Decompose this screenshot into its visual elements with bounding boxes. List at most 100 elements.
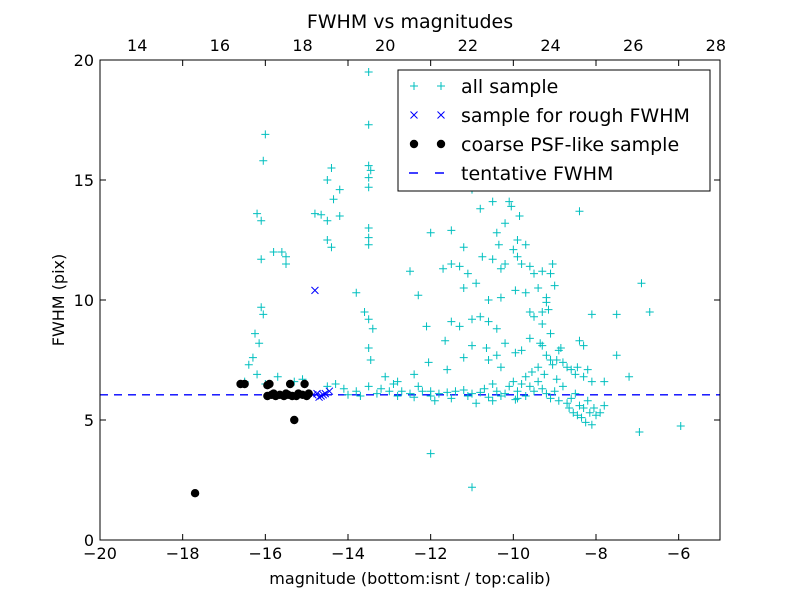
all-sample-point — [397, 387, 406, 396]
all-sample-point — [592, 411, 600, 420]
all-sample-point — [344, 390, 352, 399]
series-all-sample — [240, 68, 685, 492]
top-x-tick-label: 20 — [375, 36, 395, 55]
rough-fwhm-point — [313, 389, 321, 398]
x-tick-label: −18 — [166, 544, 200, 563]
all-sample-point — [550, 281, 559, 290]
chart-title: FWHM vs magnitudes — [307, 11, 513, 33]
all-sample-point — [364, 224, 373, 232]
all-sample-point — [579, 341, 588, 350]
psf-like-point — [190, 489, 200, 498]
all-sample-point — [463, 392, 472, 400]
all-sample-point — [573, 363, 582, 372]
all-sample-point — [583, 396, 592, 405]
all-sample-point — [364, 315, 373, 324]
all-sample-point — [364, 344, 373, 352]
all-sample-point — [513, 387, 522, 396]
all-sample-point — [488, 255, 497, 264]
x-axis-bottom: −20 −18 −16 −14 −12 −10 −8 −6 — [83, 60, 690, 563]
psf-like-point — [285, 379, 295, 389]
all-sample-point — [513, 394, 522, 403]
top-x-tick-label: 24 — [540, 36, 560, 55]
all-sample-point — [492, 228, 501, 237]
all-sample-point — [579, 404, 588, 412]
all-sample-point — [585, 408, 594, 417]
all-sample-point — [571, 370, 580, 379]
all-sample-point — [534, 363, 543, 372]
psf-like-point — [292, 391, 301, 401]
all-sample-point — [468, 341, 476, 350]
all-sample-point — [612, 310, 621, 319]
all-sample-point — [563, 363, 572, 372]
all-sample-point — [406, 389, 414, 398]
all-sample-point — [282, 252, 290, 261]
all-sample-point — [492, 387, 501, 396]
all-sample-point — [544, 305, 553, 314]
all-sample-point — [253, 370, 262, 379]
all-sample-point — [492, 351, 501, 360]
all-sample-point — [364, 161, 373, 170]
all-sample-point — [323, 236, 332, 244]
all-sample-point — [546, 329, 555, 338]
all-sample-point — [589, 404, 598, 412]
series-sample-for-rough-fwhm — [309, 286, 334, 402]
all-sample-point — [563, 399, 572, 408]
all-sample-point — [517, 260, 526, 268]
all-sample-point — [505, 382, 514, 391]
all-sample-point — [459, 284, 468, 292]
all-sample-point — [492, 324, 501, 333]
all-sample-point — [430, 396, 439, 405]
legend: all sample sample for rough FWHM coarse … — [397, 69, 711, 192]
all-sample-point — [538, 267, 547, 276]
all-sample-point — [558, 382, 567, 391]
psf-like-point — [281, 389, 291, 398]
legend-marker-psf-like — [409, 139, 446, 149]
all-sample-point — [476, 388, 485, 397]
all-sample-point — [530, 312, 538, 321]
all-sample-point — [569, 408, 578, 417]
all-sample-point — [548, 360, 557, 369]
all-sample-point — [364, 183, 373, 192]
top-x-tick-label: 16 — [210, 36, 230, 55]
all-sample-point — [538, 384, 547, 393]
all-sample-point — [488, 396, 497, 405]
all-sample-point — [393, 392, 402, 400]
all-sample-point — [548, 260, 557, 268]
all-sample-point — [558, 358, 567, 367]
all-sample-point — [521, 288, 530, 297]
all-sample-point — [480, 384, 489, 393]
psf-like-point — [240, 379, 249, 389]
all-sample-point — [567, 365, 576, 374]
all-sample-point — [366, 356, 375, 364]
all-sample-point — [352, 387, 361, 396]
all-sample-point — [575, 401, 584, 410]
all-sample-point — [637, 279, 646, 288]
all-sample-point — [511, 286, 520, 295]
all-sample-point — [463, 269, 472, 278]
all-sample-point — [352, 288, 361, 297]
y-tick-label: 15 — [74, 171, 94, 190]
all-sample-point — [447, 260, 456, 268]
all-sample-point — [540, 370, 549, 379]
all-sample-point — [494, 240, 503, 249]
all-sample-point — [525, 334, 534, 343]
all-sample-point — [339, 384, 348, 393]
all-sample-point — [364, 68, 373, 76]
all-sample-point — [356, 392, 365, 400]
data-series-group — [190, 68, 685, 498]
all-sample-point — [581, 418, 590, 427]
all-sample-point — [542, 298, 551, 307]
psf-like-point — [290, 415, 299, 425]
legend-box — [397, 69, 711, 192]
all-sample-point — [521, 372, 530, 381]
all-sample-point — [459, 243, 468, 252]
all-sample-point — [530, 269, 538, 278]
rough-fwhm-point — [311, 286, 319, 295]
all-sample-point — [567, 394, 576, 403]
all-sample-point — [635, 428, 644, 436]
psf-like-point — [265, 379, 274, 389]
all-sample-point — [441, 336, 450, 345]
all-sample-point — [542, 389, 551, 398]
all-sample-point — [253, 209, 262, 218]
legend-label-tentative-fwhm: tentative FWHM — [461, 163, 613, 185]
